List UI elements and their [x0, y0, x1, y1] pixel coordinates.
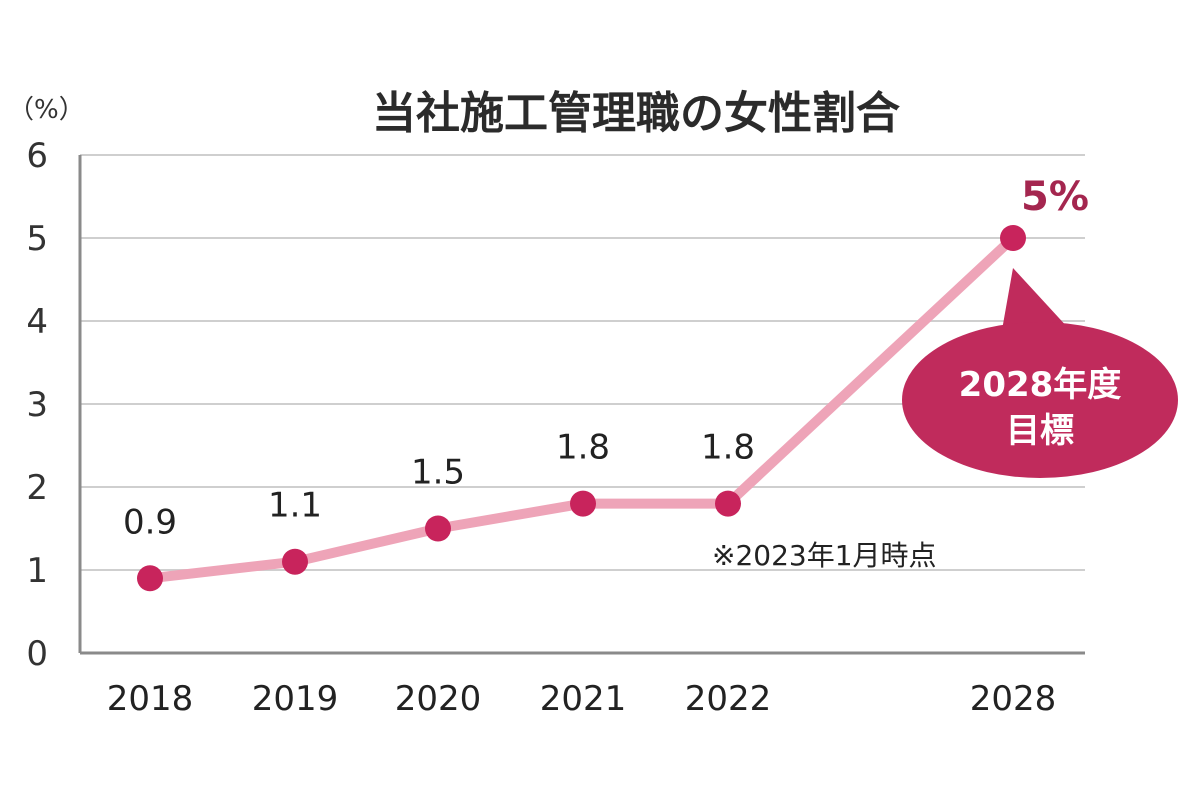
data-point: [715, 490, 741, 517]
y-tick-label: 6: [26, 136, 48, 176]
x-tick-label: 2020: [395, 679, 482, 719]
x-tick-label: 2018: [107, 679, 194, 719]
axes: [78, 155, 1085, 655]
data-label: 1.8: [701, 428, 755, 468]
data-point: [570, 490, 596, 517]
y-tick-label: 5: [26, 219, 48, 259]
series-polyline: [145, 233, 1018, 584]
data-labels: 0.9 1.1 1.5 1.8 1.8 5%: [123, 174, 1089, 542]
series-line: [145, 233, 1018, 584]
y-tick-label: 0: [26, 634, 48, 674]
y-tick-label: 2: [26, 468, 48, 508]
grid-lines: [80, 154, 1085, 571]
target-callout-line1: 2028年度: [959, 365, 1122, 405]
data-label: 0.9: [123, 502, 177, 542]
data-label: 1.5: [411, 453, 465, 493]
data-point: [282, 548, 308, 575]
target-callout-bubble: [902, 322, 1178, 478]
y-tick-labels: 0 1 2 3 4 5 6: [26, 136, 48, 674]
data-label: 1.1: [268, 486, 322, 526]
x-tick-labels: 2018 2019 2020 2021 2022 2028: [107, 679, 1057, 719]
x-tick-label: 2021: [540, 679, 627, 719]
y-axis-unit: （%）: [8, 95, 85, 125]
target-callout-line2: 目標: [1006, 411, 1074, 451]
data-points: [137, 225, 1026, 592]
target-data-label: 5%: [1021, 174, 1089, 220]
y-tick-label: 1: [26, 551, 48, 591]
x-tick-label: 2022: [685, 679, 772, 719]
data-point: [137, 565, 163, 592]
y-tick-label: 4: [26, 302, 48, 342]
data-label: 1.8: [556, 428, 610, 468]
data-point: [1000, 225, 1026, 251]
x-tick-label: 2019: [252, 679, 339, 719]
data-point: [425, 515, 451, 542]
target-callout: 2028年度 目標: [902, 268, 1178, 478]
chart-note: ※2023年1月時点: [712, 539, 937, 572]
target-callout-tail: [1002, 268, 1070, 330]
x-tick-label: 2028: [970, 679, 1057, 719]
y-tick-label: 3: [26, 385, 48, 425]
chart-title: 当社施工管理職の女性割合: [372, 88, 900, 139]
